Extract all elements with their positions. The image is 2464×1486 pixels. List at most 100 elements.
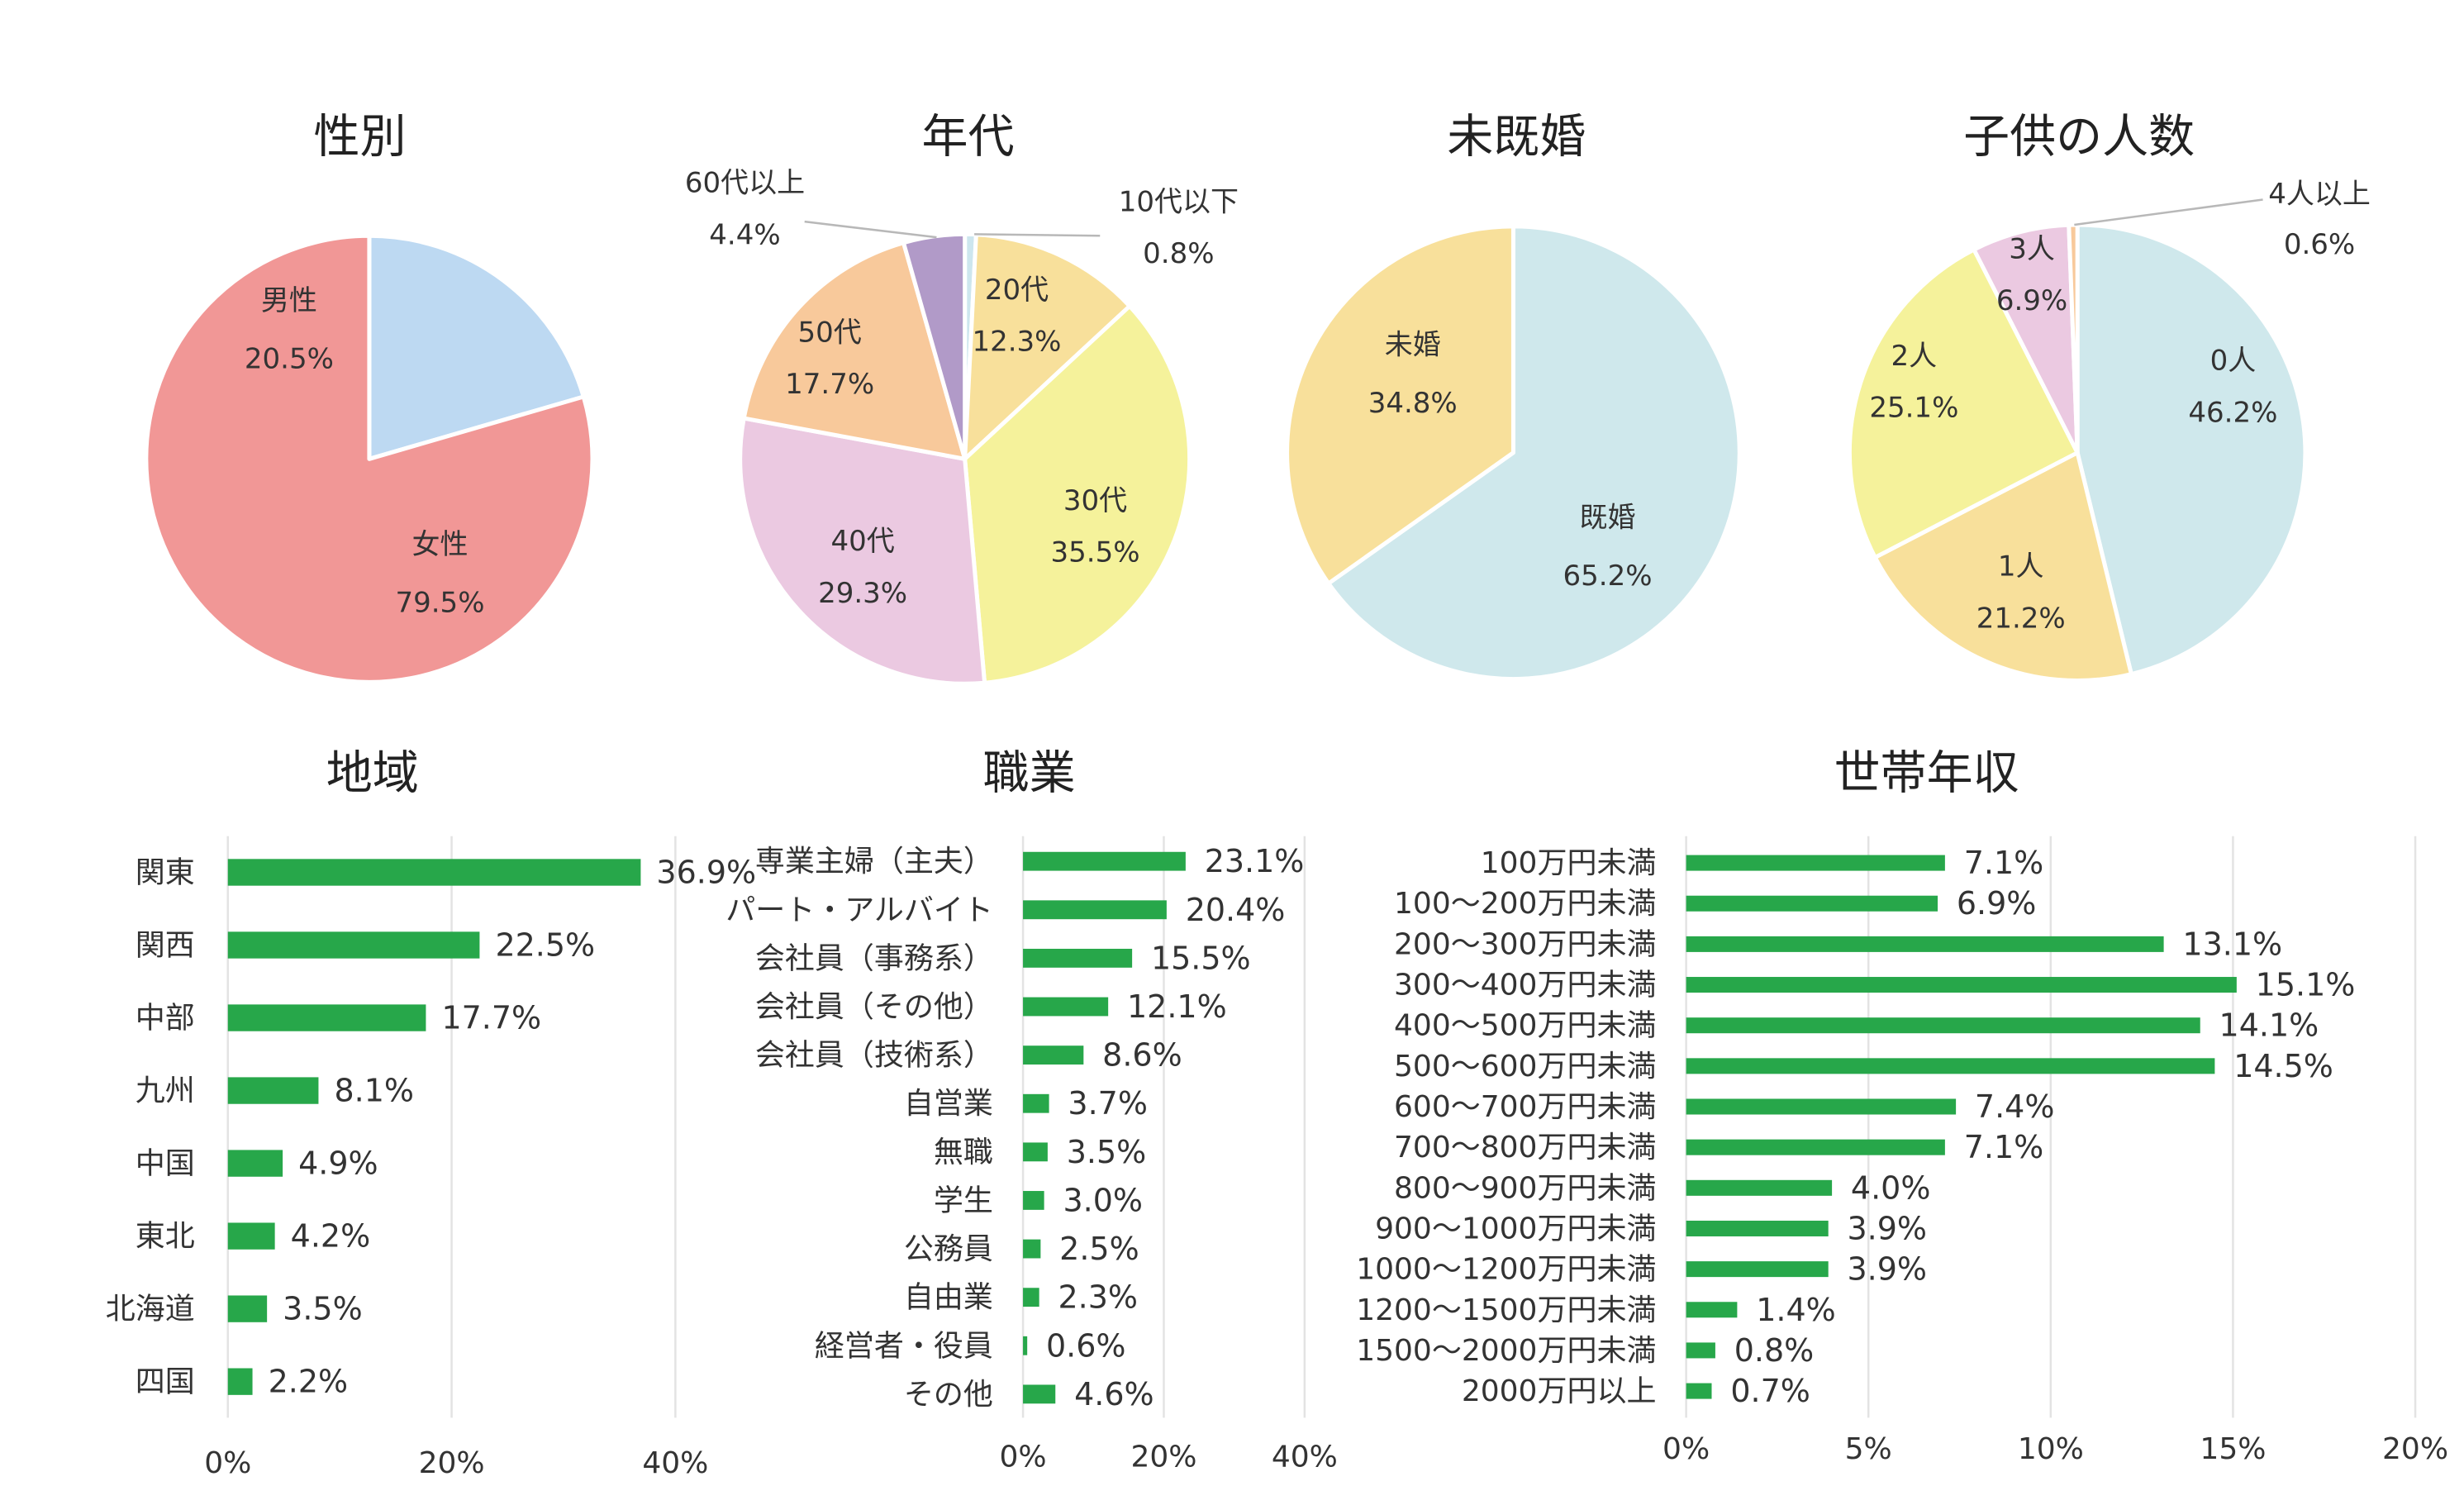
category-label: 700～800万円未満: [1394, 1131, 1656, 1165]
chart-title: 世帯年収: [1834, 747, 2019, 801]
bar: [227, 1222, 275, 1250]
bar-value-label: 12.1%: [1127, 988, 1227, 1025]
bar: [1686, 1058, 2215, 1074]
bar-value-label: 7.4%: [1975, 1088, 2055, 1125]
chart-title: 子供の人数: [1963, 110, 2195, 164]
category-label: 1000～1200万円未満: [1356, 1253, 1656, 1287]
bar-value-label: 17.7%: [441, 1000, 541, 1036]
slice-label: 4人以上: [2268, 178, 2371, 211]
bar: [1023, 1288, 1039, 1307]
pie-slice-2: [1872, 450, 2133, 683]
bar: [227, 1150, 283, 1177]
bar: [1023, 1384, 1056, 1404]
bar: [1686, 977, 2237, 993]
pie-slice-2: [1285, 224, 1515, 586]
bar-value-label: 1.4%: [1756, 1292, 1836, 1328]
slice-value: 0.8%: [1143, 237, 1214, 270]
chart-title: 年代: [922, 110, 1015, 164]
pie-slice-2: [963, 232, 1132, 461]
category-label: 会社員（その他）: [755, 990, 993, 1024]
bar: [1686, 1220, 1829, 1236]
pie-slice-1: [2075, 222, 2308, 677]
bar: [227, 1368, 253, 1395]
bar-value-label: 2.2%: [269, 1364, 349, 1400]
category-label: 300～400万円未満: [1394, 969, 1656, 1003]
bar-value-label: 4.0%: [1851, 1169, 1931, 1206]
slice-value: 35.5%: [1051, 536, 1140, 569]
slice-value: 65.2%: [1563, 560, 1653, 593]
bar-chart-2: 職業 0% 20% 40% 専業主婦（主夫） 23.1% パート・アルバイト 20.4% 会社員…: [725, 747, 1338, 1474]
slice-label: 50代: [798, 316, 862, 349]
bar: [1686, 1098, 1957, 1115]
bar: [227, 931, 480, 959]
category-label: 公務員: [904, 1232, 993, 1266]
category-label: 100～200万円未満: [1394, 887, 1656, 921]
category-label: 関西: [136, 929, 195, 963]
slice-label: 2人: [1891, 340, 1938, 373]
slice-value: 6.9%: [1996, 284, 2067, 317]
category-label: 200～300万円未満: [1394, 927, 1656, 961]
bar: [227, 1004, 426, 1031]
bar: [1686, 1179, 1833, 1196]
slice-value: 79.5%: [395, 586, 484, 619]
bar-value-label: 13.1%: [2182, 926, 2282, 962]
bar-value-label: 2.5%: [1059, 1231, 1139, 1267]
x-tick-label: 0%: [204, 1446, 251, 1480]
bar: [1023, 1142, 1048, 1162]
category-label: 800～900万円未満: [1394, 1171, 1656, 1205]
bar: [1023, 1191, 1044, 1210]
bar-value-label: 15.1%: [2256, 967, 2356, 1003]
category-label: 100万円未満: [1481, 846, 1657, 880]
category-label: 学生: [934, 1184, 993, 1217]
category-label: パート・アルバイト: [725, 893, 993, 927]
category-label: 会社員（事務系）: [755, 941, 993, 975]
bar-value-label: 7.1%: [1964, 845, 2044, 881]
category-label: 会社員（技術系）: [755, 1039, 993, 1073]
bar: [1023, 900, 1167, 920]
leader-line: [804, 220, 937, 239]
x-tick-label: 15%: [2200, 1432, 2266, 1466]
x-tick-label: 20%: [2382, 1432, 2448, 1466]
bar-value-label: 14.5%: [2233, 1048, 2333, 1084]
pie-slice-3: [1847, 247, 2080, 560]
bar-value-label: 20.4%: [1186, 892, 1286, 928]
bar: [1023, 948, 1133, 968]
bar: [1023, 1336, 1028, 1355]
bar: [227, 1077, 319, 1104]
category-label: 1200～1500万円未満: [1356, 1293, 1656, 1327]
x-tick-label: 5%: [1845, 1432, 1892, 1466]
x-tick-label: 40%: [1272, 1440, 1338, 1474]
slice-value: 21.2%: [1976, 602, 2066, 635]
bar-value-label: 22.5%: [495, 927, 595, 964]
slice-value: 20.5%: [245, 343, 334, 376]
x-tick-label: 40%: [642, 1446, 708, 1480]
bar: [1686, 936, 2164, 952]
pie-slice-2: [144, 233, 595, 684]
slice-value: 34.8%: [1368, 387, 1458, 420]
slice-label: 60代以上: [685, 167, 805, 200]
bar-value-label: 0.8%: [1734, 1332, 1815, 1369]
leader-line: [974, 233, 1101, 237]
pie-chart-1: 年代 10代以下 0.8% 20代 12.3% 30代 35.5% 40代 29.3% 50代 17…: [685, 110, 1239, 686]
bar-value-label: 4.2%: [291, 1218, 371, 1255]
bar: [1686, 1342, 1715, 1359]
bar-value-label: 7.1%: [1964, 1129, 2044, 1165]
category-label: 北海道: [106, 1293, 195, 1326]
bar-chart-1: 地域 0% 20% 40% 関東 36.9% 関西 22.5% 中部 17.7% 九州 8.1% 中国 4…: [106, 747, 756, 1480]
slice-label: 30代: [1063, 484, 1127, 517]
bar: [1686, 855, 1945, 871]
x-tick-label: 0%: [1000, 1440, 1047, 1474]
slice-value: 29.3%: [818, 577, 907, 610]
bar-value-label: 6.9%: [1957, 885, 2037, 922]
slice-label: 0人: [2210, 345, 2257, 378]
category-label: 900～1000万円未満: [1375, 1212, 1656, 1245]
bar: [1686, 1139, 1945, 1155]
x-tick-label: 20%: [419, 1446, 485, 1480]
bar-value-label: 3.5%: [1067, 1134, 1147, 1170]
bar: [1023, 1239, 1041, 1259]
pie-chart-3: 子供の人数 0人 46.2% 1人 21.2% 2人 25.1% 3人 6.9% 4人以上 0.6%: [1847, 110, 2371, 683]
pie-slice-3: [963, 303, 1192, 685]
category-label: 専業主婦（主夫）: [755, 845, 993, 879]
category-label: 自営業: [904, 1087, 993, 1121]
